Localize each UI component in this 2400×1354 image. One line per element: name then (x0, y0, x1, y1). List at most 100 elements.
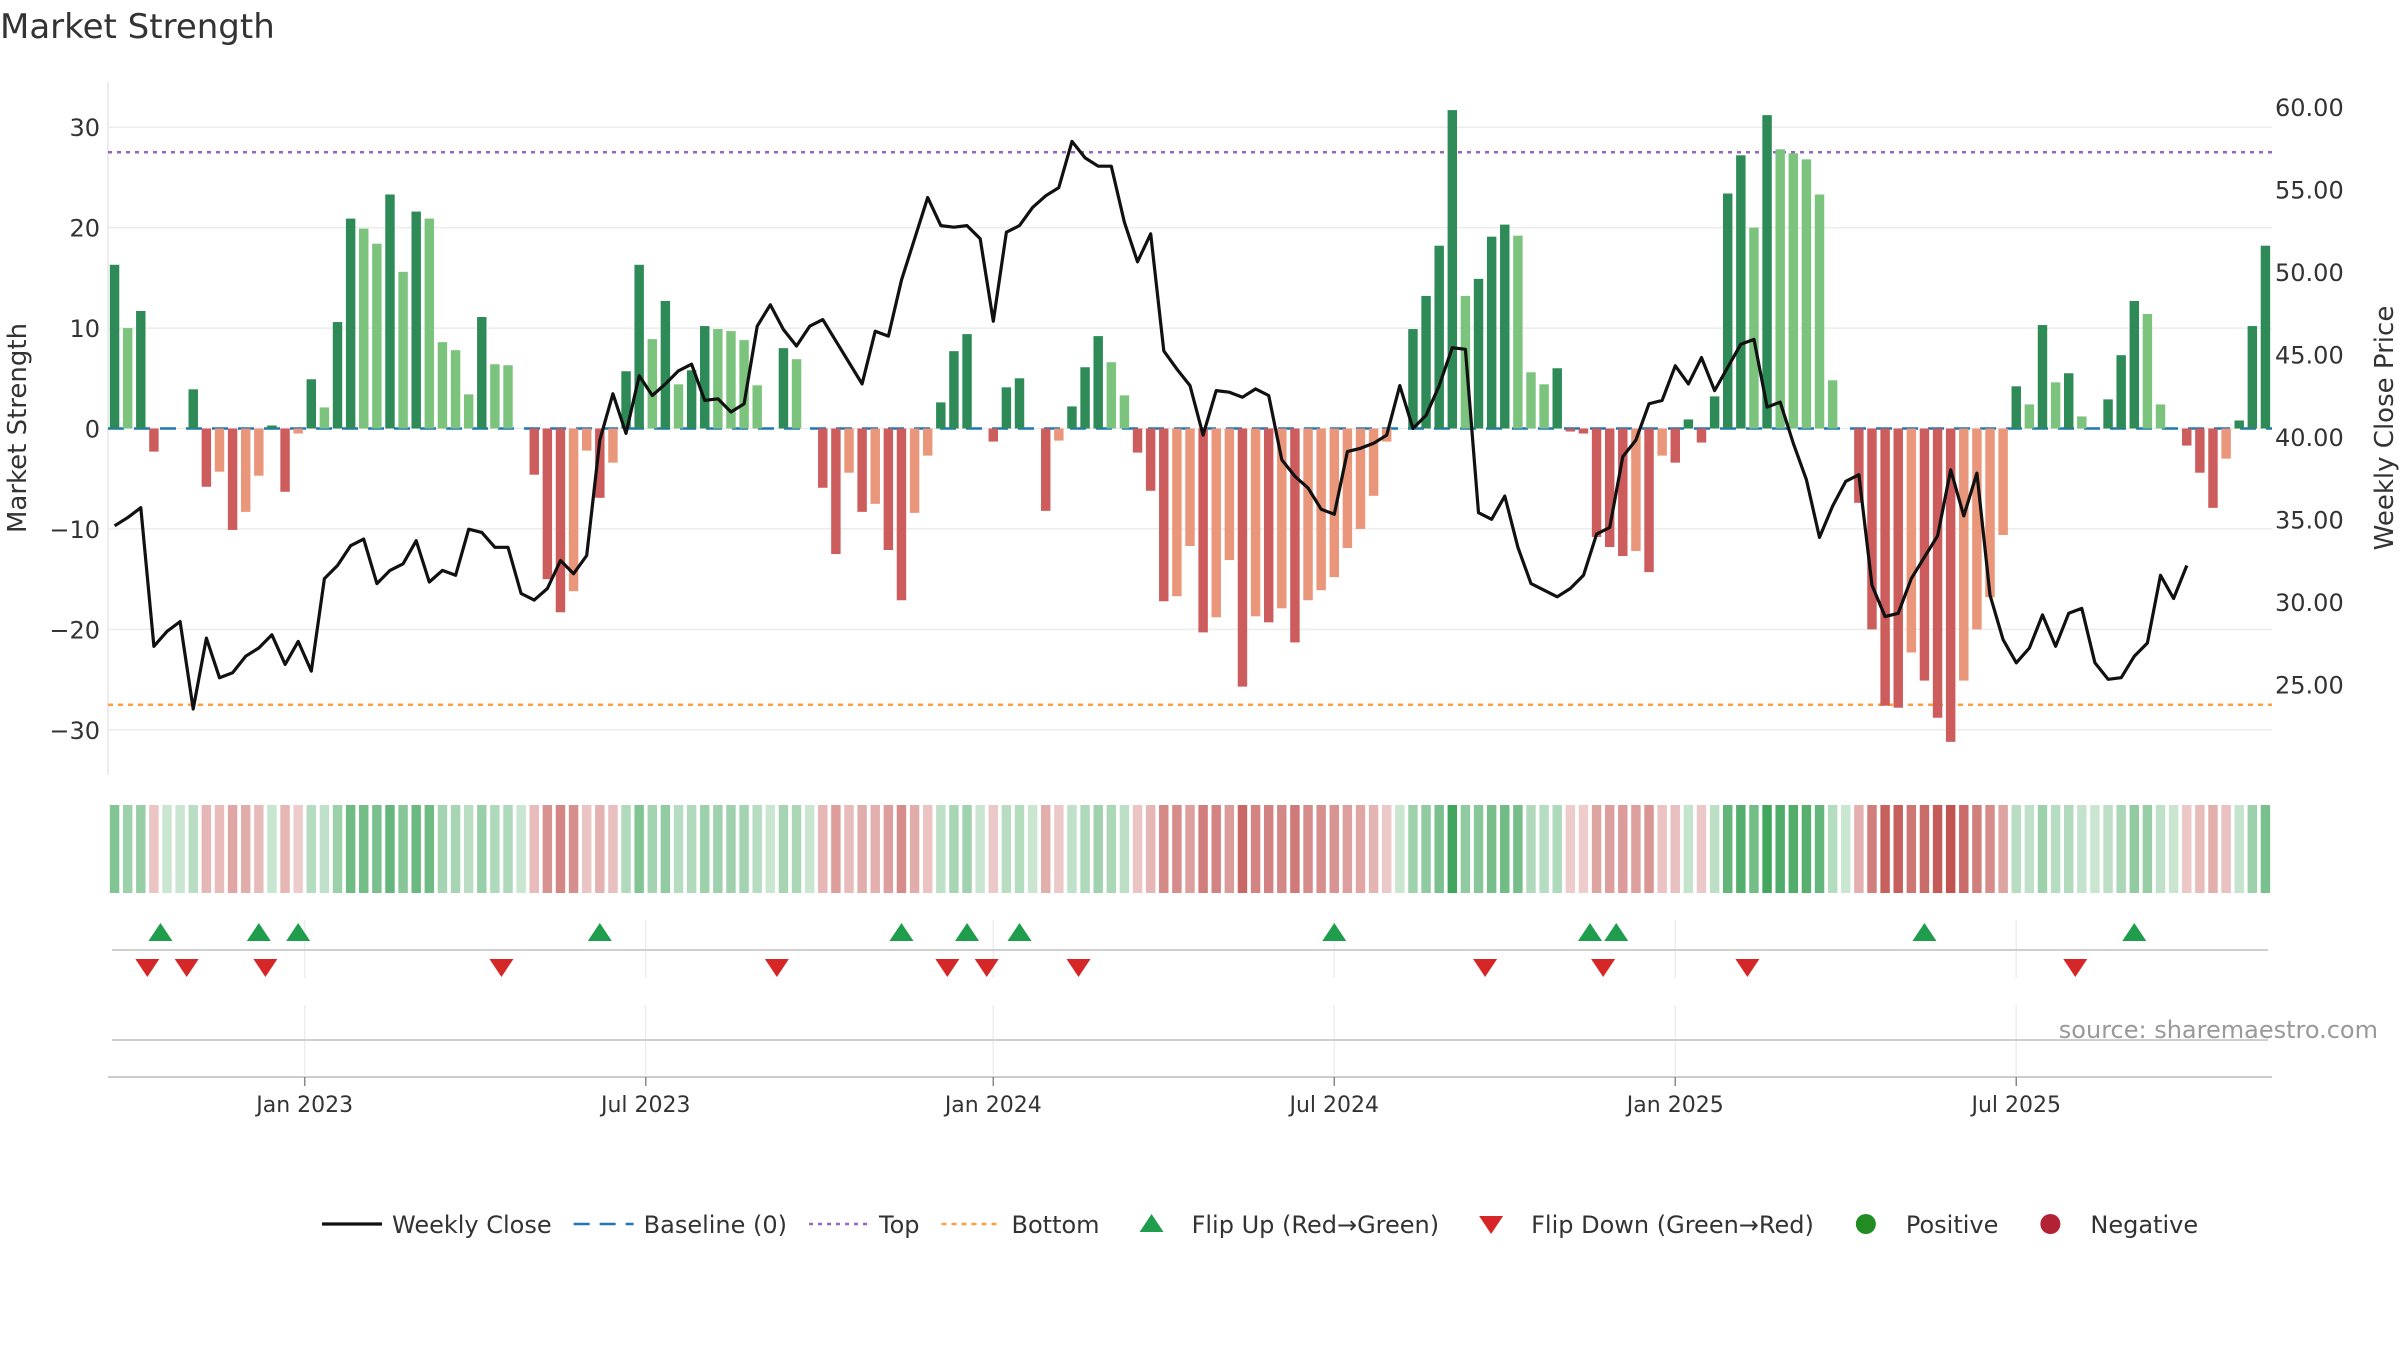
strength-bar-84 (1211, 428, 1221, 618)
x-tick-label-0: Jan 2023 (254, 1093, 353, 1118)
strength-bar-139 (1932, 428, 1943, 718)
x-tick-label-4: Jan 2025 (1625, 1093, 1724, 1118)
strength-bar-120 (1683, 419, 1694, 429)
strength-bar-101 (1434, 245, 1444, 429)
heat-cell-29 (490, 805, 500, 893)
heat-cell-102 (1447, 805, 1458, 893)
heat-cell-71 (1041, 805, 1051, 893)
strength-bar-108 (1526, 372, 1536, 429)
legend-label-1: Baseline (0) (644, 1211, 787, 1239)
heat-cell-101 (1434, 805, 1444, 893)
heat-cell-121 (1696, 805, 1707, 893)
strength-bar-145 (2011, 386, 2021, 429)
heat-cell-30 (503, 805, 513, 893)
y-tick-label-3: 0 (85, 416, 100, 444)
y2-axis-label: Weekly Close Price (2370, 306, 2400, 551)
strength-bar-19 (359, 228, 369, 429)
legend-item-0: Weekly Close (322, 1211, 552, 1239)
strength-bar-14 (293, 428, 303, 434)
strength-bar-30 (503, 365, 513, 429)
heat-cell-22 (398, 805, 408, 893)
strength-bar-122 (1709, 396, 1720, 429)
strength-bar-56 (844, 428, 854, 473)
heat-cell-70 (1027, 805, 1038, 893)
heat-cell-50 (765, 805, 776, 893)
heat-cell-26 (450, 805, 461, 893)
heat-cell-160 (2208, 805, 2218, 893)
heat-cell-100 (1421, 805, 1431, 893)
strength-bar-79 (1145, 428, 1156, 491)
heat-cell-133 (1854, 805, 1864, 893)
flip-down-marker-10 (1735, 959, 1760, 977)
heat-cell-36 (581, 805, 592, 893)
strength-bar-117 (1644, 428, 1654, 573)
heat-cell-148 (2050, 805, 2061, 893)
heat-cell-145 (2011, 805, 2021, 893)
legend-item-5: Flip Down (Green→Red) (1479, 1211, 1814, 1239)
heat-cell-109 (1539, 805, 1549, 893)
legend-item-3: Bottom (941, 1211, 1100, 1239)
strength-bar-158 (2182, 428, 2192, 446)
flip-down-marker-1 (174, 959, 199, 977)
heat-cell-152 (2103, 805, 2113, 893)
heat-cell-139 (1932, 805, 1943, 893)
legend-swatch-positive (1855, 1214, 1876, 1234)
strength-bar-102 (1447, 110, 1458, 429)
heat-cell-98 (1395, 805, 1405, 893)
strength-bar-55 (831, 428, 841, 555)
y-axis-right: 60.00 55.00 50.00 45.00 40.00 35.00 30.00 25.00 (2275, 94, 2344, 700)
strength-bar-156 (2155, 404, 2166, 429)
x-axis: Jan 2023 Jul 2023 Jan 2024 Jul 2024 Jan 2025… (254, 1077, 2061, 1118)
heat-cell-130 (1814, 805, 1825, 893)
strength-bar-62 (922, 428, 933, 456)
flip-down-marker-8 (1473, 959, 1498, 977)
strength-bar-61 (909, 428, 920, 513)
heat-cell-88 (1263, 805, 1274, 893)
heat-cell-75 (1093, 805, 1103, 893)
strength-bar-80 (1159, 428, 1169, 602)
strength-bar-144 (1998, 428, 2008, 535)
heat-cell-159 (2195, 805, 2205, 893)
y-tick-label-0: 30 (69, 114, 100, 142)
heat-cell-146 (2024, 805, 2035, 893)
strength-bar-0 (109, 264, 120, 429)
legend-label-7: Negative (2090, 1211, 2198, 1239)
heat-cell-28 (477, 805, 487, 893)
strength-bar-131 (1827, 380, 1838, 429)
flip-up-marker-11 (2122, 923, 2147, 941)
heat-cell-19 (359, 805, 369, 893)
strength-bar-38 (608, 428, 618, 463)
heat-cell-6 (188, 805, 198, 893)
heat-cell-11 (254, 805, 264, 893)
heat-cell-111 (1565, 805, 1576, 893)
strength-bar-112 (1578, 428, 1589, 434)
strength-bar-86 (1237, 428, 1248, 687)
heat-cell-94 (1342, 805, 1353, 893)
heat-cell-58 (870, 805, 880, 893)
heat-cell-52 (791, 805, 802, 893)
x-tick-label-1: Jul 2023 (599, 1093, 691, 1118)
heat-cell-115 (1618, 805, 1628, 893)
heat-cell-80 (1159, 805, 1169, 893)
heat-cell-51 (778, 805, 789, 893)
strength-bar-88 (1263, 428, 1274, 623)
heat-cell-43 (673, 805, 684, 893)
heat-cell-87 (1250, 805, 1261, 893)
heat-cell-20 (372, 805, 382, 893)
heat-cell-144 (1998, 805, 2008, 893)
strength-bar-121 (1696, 428, 1707, 443)
heat-cell-84 (1211, 805, 1221, 893)
strength-bar-161 (2221, 428, 2231, 459)
heat-cell-157 (2168, 805, 2179, 893)
heat-cell-38 (608, 805, 618, 893)
strength-bar-146 (2024, 404, 2035, 429)
heat-cell-31 (516, 805, 526, 893)
y2-tick-label-4: 40.00 (2275, 424, 2344, 452)
strength-bar-126 (1762, 115, 1772, 429)
heat-cell-141 (1959, 805, 1969, 893)
y-tick-label-4: −10 (49, 516, 100, 544)
heat-cell-57 (857, 805, 867, 893)
heat-cell-156 (2155, 805, 2166, 893)
heat-cell-162 (2234, 805, 2244, 893)
